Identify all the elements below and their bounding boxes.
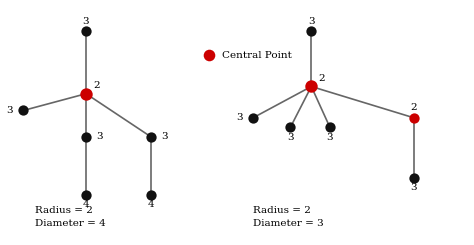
Point <box>308 29 315 33</box>
Point <box>249 116 257 120</box>
Text: 3: 3 <box>287 133 294 142</box>
Text: 3: 3 <box>161 132 168 141</box>
Point <box>205 53 213 57</box>
Text: 3: 3 <box>96 132 103 141</box>
Text: 3: 3 <box>83 17 89 26</box>
Text: 3: 3 <box>410 183 417 192</box>
Point <box>410 176 417 180</box>
Text: 4: 4 <box>83 200 89 209</box>
Text: 3: 3 <box>308 17 315 26</box>
Point <box>82 193 90 196</box>
Point <box>410 116 417 120</box>
Point <box>147 135 155 139</box>
Text: 3: 3 <box>327 133 333 142</box>
Text: Diameter = 3: Diameter = 3 <box>253 219 324 228</box>
Text: 3: 3 <box>7 106 13 115</box>
Text: 3: 3 <box>237 113 243 122</box>
Point <box>326 125 334 129</box>
Point <box>82 29 90 33</box>
Point <box>308 85 315 88</box>
Point <box>287 125 294 129</box>
Text: 4: 4 <box>148 200 155 209</box>
Point <box>19 109 27 112</box>
Point <box>147 193 155 196</box>
Text: 2: 2 <box>93 81 100 90</box>
Text: 2: 2 <box>319 74 325 83</box>
Text: Diameter = 4: Diameter = 4 <box>35 219 106 228</box>
Point <box>82 135 90 139</box>
Text: Central Point: Central Point <box>222 51 292 60</box>
Text: 2: 2 <box>410 103 417 112</box>
Text: Radius = 2: Radius = 2 <box>35 206 93 215</box>
Text: Radius = 2: Radius = 2 <box>253 206 311 215</box>
Point <box>82 92 90 96</box>
